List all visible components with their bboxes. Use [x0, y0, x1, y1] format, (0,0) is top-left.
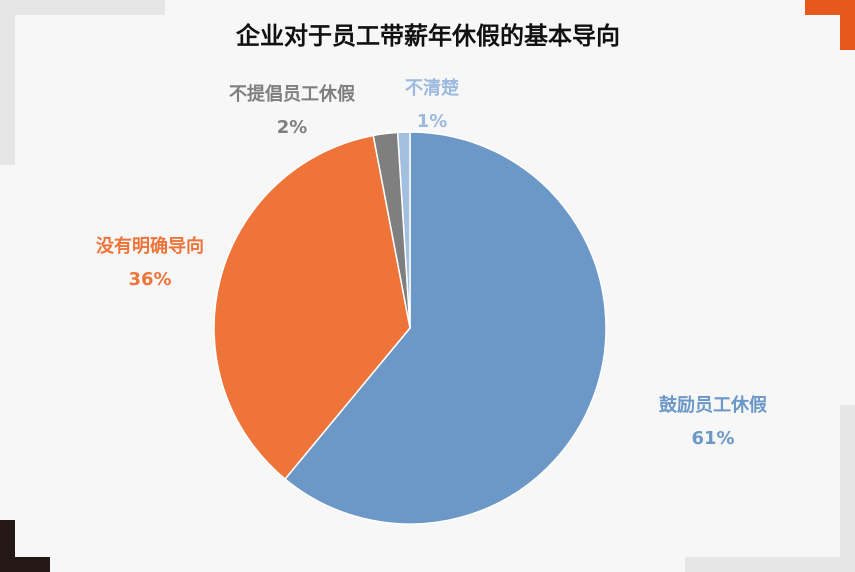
pie-slice	[213, 134, 411, 481]
corner-decor	[840, 0, 855, 50]
corner-decor	[0, 0, 15, 165]
corner-decor	[0, 557, 50, 572]
pie-slice	[396, 131, 411, 329]
slice-label: 不清楚	[405, 77, 459, 99]
corner-decor	[840, 405, 855, 572]
slice-value-label: 36%	[128, 269, 171, 290]
chart-title: 企业对于员工带薪年休假的基本导向	[236, 22, 620, 50]
slice-value-label: 2%	[277, 117, 308, 138]
corner-decor	[0, 0, 165, 15]
corner-decor	[685, 557, 855, 572]
slice-label: 不提倡员工休假	[229, 83, 356, 105]
slice-label: 没有明确导向	[96, 235, 204, 257]
slice-label: 鼓励员工休假	[659, 394, 768, 416]
slice-value-label: 61%	[691, 428, 734, 449]
pie-slice	[284, 131, 607, 525]
slice-value-label: 1%	[417, 111, 448, 132]
